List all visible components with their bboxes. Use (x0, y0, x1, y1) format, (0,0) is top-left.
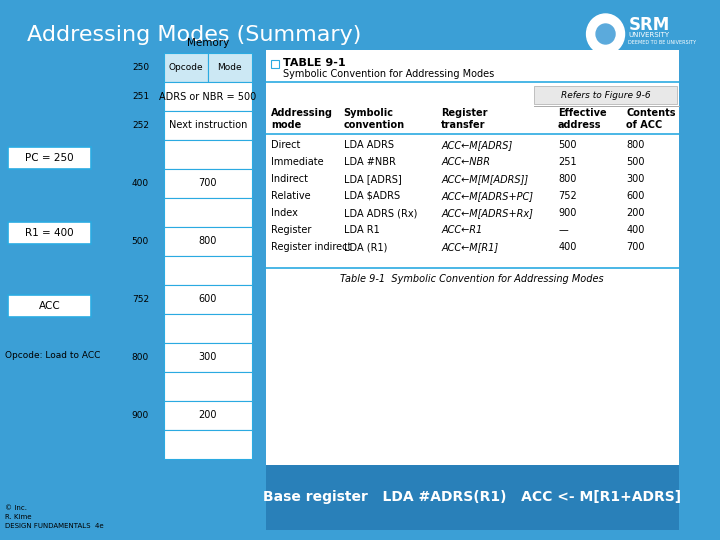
Text: 800: 800 (558, 174, 577, 184)
Text: 900: 900 (558, 208, 577, 218)
FancyBboxPatch shape (164, 314, 251, 343)
Text: Register: Register (271, 225, 312, 235)
Text: Opcode: Opcode (168, 63, 203, 72)
FancyBboxPatch shape (8, 147, 91, 169)
FancyBboxPatch shape (164, 198, 251, 227)
Text: ADRS or NBR = 500: ADRS or NBR = 500 (159, 91, 256, 102)
Text: PC = 250: PC = 250 (25, 153, 73, 163)
Text: 500: 500 (132, 237, 149, 246)
Text: 700: 700 (626, 242, 645, 252)
FancyBboxPatch shape (164, 372, 251, 401)
FancyBboxPatch shape (164, 82, 251, 111)
Text: LDA [ADRS]: LDA [ADRS] (343, 174, 401, 184)
Text: 800: 800 (199, 237, 217, 246)
Text: Immediate: Immediate (271, 157, 324, 167)
Text: 250: 250 (132, 63, 149, 72)
Text: LDA ADRS (Rx): LDA ADRS (Rx) (343, 208, 417, 218)
FancyBboxPatch shape (8, 295, 91, 317)
FancyBboxPatch shape (534, 86, 677, 104)
Text: 600: 600 (199, 294, 217, 305)
Text: 300: 300 (626, 174, 645, 184)
Text: 752: 752 (558, 191, 577, 201)
FancyBboxPatch shape (164, 430, 251, 459)
Text: 200: 200 (626, 208, 645, 218)
Circle shape (587, 14, 624, 54)
FancyBboxPatch shape (164, 169, 251, 198)
Text: Memory: Memory (186, 38, 229, 48)
Text: ACC←M[R1]: ACC←M[R1] (441, 242, 498, 252)
Text: Opcode: Load to ACC: Opcode: Load to ACC (5, 350, 100, 360)
Text: Contents
of ACC: Contents of ACC (626, 108, 676, 130)
Text: LDA R1: LDA R1 (343, 225, 379, 235)
FancyBboxPatch shape (8, 222, 91, 244)
FancyBboxPatch shape (266, 465, 679, 530)
Text: 752: 752 (132, 295, 149, 304)
Text: Mode: Mode (217, 63, 242, 72)
FancyBboxPatch shape (164, 53, 208, 82)
Text: ACC←M[ADRS+Rx]: ACC←M[ADRS+Rx] (441, 208, 534, 218)
Text: Register indirect: Register indirect (271, 242, 352, 252)
Text: ACC←M[ADRS+PC]: ACC←M[ADRS+PC] (441, 191, 534, 201)
Text: 700: 700 (199, 179, 217, 188)
FancyBboxPatch shape (164, 256, 251, 285)
Text: 900: 900 (132, 411, 149, 420)
Text: 400: 400 (626, 225, 645, 235)
FancyBboxPatch shape (164, 343, 251, 372)
Text: Base register   LDA #ADRS(R1)   ACC <- M[R1+ADRS]: Base register LDA #ADRS(R1) ACC <- M[R1+… (263, 490, 681, 504)
Text: R1 = 400: R1 = 400 (25, 228, 73, 238)
Text: DEEMED TO BE UNIVERSITY: DEEMED TO BE UNIVERSITY (629, 40, 696, 45)
Text: Index: Index (271, 208, 298, 218)
Text: DESIGN FUNDAMENTALS  4e: DESIGN FUNDAMENTALS 4e (5, 523, 104, 529)
Text: 400: 400 (132, 179, 149, 188)
Text: ACC←M[ADRS]: ACC←M[ADRS] (441, 140, 513, 150)
Text: 200: 200 (199, 410, 217, 421)
FancyBboxPatch shape (164, 111, 251, 140)
Text: 500: 500 (626, 157, 645, 167)
Text: LDA ADRS: LDA ADRS (343, 140, 394, 150)
Text: © Inc.: © Inc. (5, 505, 27, 511)
Text: Addressing Modes (Summary): Addressing Modes (Summary) (27, 25, 361, 45)
Text: Symbolic
convention: Symbolic convention (343, 108, 405, 130)
Text: ACC←R1: ACC←R1 (441, 225, 482, 235)
Circle shape (596, 24, 615, 44)
Text: Direct: Direct (271, 140, 301, 150)
Text: —: — (558, 225, 568, 235)
Text: R. Kime: R. Kime (5, 514, 31, 520)
Text: TABLE 9-1: TABLE 9-1 (283, 58, 346, 68)
FancyBboxPatch shape (266, 50, 679, 465)
Text: 800: 800 (132, 353, 149, 362)
FancyBboxPatch shape (271, 60, 279, 68)
Text: LDA #NBR: LDA #NBR (343, 157, 395, 167)
Text: Indirect: Indirect (271, 174, 308, 184)
Text: ACC←NBR: ACC←NBR (441, 157, 490, 167)
FancyBboxPatch shape (164, 401, 251, 430)
FancyBboxPatch shape (164, 227, 251, 256)
Text: 500: 500 (558, 140, 577, 150)
Text: ACC←M[M[ADRS]]: ACC←M[M[ADRS]] (441, 174, 528, 184)
Text: SRM: SRM (629, 16, 670, 34)
Text: Refers to Figure 9-6: Refers to Figure 9-6 (561, 91, 650, 99)
Text: UNIVERSITY: UNIVERSITY (629, 32, 670, 38)
Text: 600: 600 (626, 191, 645, 201)
Text: 251: 251 (558, 157, 577, 167)
Text: 251: 251 (132, 92, 149, 101)
Text: ACC: ACC (38, 301, 60, 311)
FancyBboxPatch shape (164, 140, 251, 169)
Text: Relative: Relative (271, 191, 311, 201)
Text: Symbolic Convention for Addressing Modes: Symbolic Convention for Addressing Modes (283, 69, 494, 79)
FancyBboxPatch shape (208, 53, 251, 82)
Text: LDA $ADRS: LDA $ADRS (343, 191, 400, 201)
Text: Register
transfer: Register transfer (441, 108, 488, 130)
Text: Next instruction: Next instruction (168, 120, 247, 131)
Text: Effective
address: Effective address (558, 108, 607, 130)
FancyBboxPatch shape (164, 285, 251, 314)
Text: LDA (R1): LDA (R1) (343, 242, 387, 252)
Text: 800: 800 (626, 140, 645, 150)
Text: 300: 300 (199, 353, 217, 362)
Text: Addressing
mode: Addressing mode (271, 108, 333, 130)
Text: 252: 252 (132, 121, 149, 130)
Text: Table 9-1  Symbolic Convention for Addressing Modes: Table 9-1 Symbolic Convention for Addres… (341, 274, 604, 284)
Text: 400: 400 (558, 242, 577, 252)
